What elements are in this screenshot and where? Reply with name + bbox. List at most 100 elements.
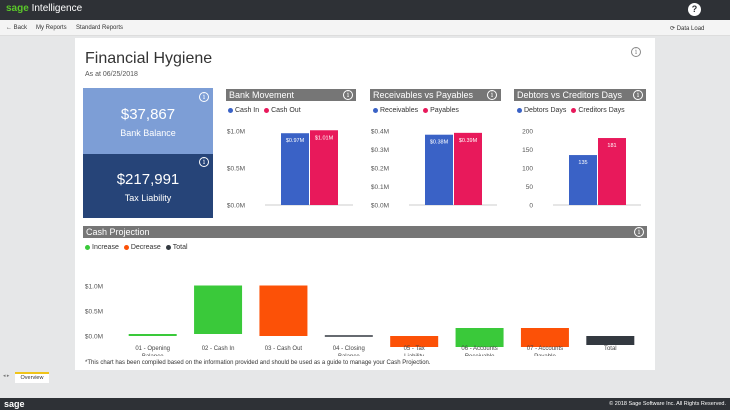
back-label: Back	[13, 25, 28, 31]
recv-tick-label: $0.0M	[371, 203, 389, 210]
debtors-chart: 0 50 100 150 200 135 181	[522, 129, 641, 210]
cash-bar	[324, 335, 373, 337]
bank-bar	[310, 130, 338, 205]
cash-projection-header: Cash Projection i	[83, 226, 647, 238]
days-tick-label: 0	[529, 203, 533, 210]
cash-bar	[128, 334, 177, 336]
legend-increase: Increase	[92, 244, 119, 251]
legend-dot-blue	[228, 107, 233, 113]
legend-debtors-days: Debtors Days	[524, 107, 567, 114]
days-tick-label: 100	[522, 166, 533, 173]
cash-bar	[390, 336, 439, 347]
tab-overview[interactable]: Overview	[15, 372, 49, 383]
recv-tick-label: $0.3M	[371, 147, 389, 154]
standard-reports-link[interactable]: Standard Reports	[76, 25, 124, 31]
footer-logo: sage	[4, 399, 25, 409]
bank-balance-label: Bank Balance	[120, 128, 176, 138]
bank-balance-tile: i $37,867 Bank Balance	[83, 88, 213, 154]
cash-projection-legend: Increase Decrease Total	[85, 244, 188, 251]
recv-tick-label: $0.1M	[371, 184, 389, 191]
report-info-icon[interactable]: i	[631, 47, 641, 57]
bank-tick-label: $0.0M	[227, 203, 245, 210]
cash-category-label: Total	[604, 346, 617, 352]
data-load-button[interactable]: ⟳ Data Load	[670, 25, 704, 32]
copyright: © 2018 Sage Software Inc. All Rights Res…	[609, 401, 726, 407]
legend-decrease: Decrease	[130, 244, 161, 251]
receivables-legend: Receivables Payables	[373, 107, 459, 114]
help-icon[interactable]: ?	[688, 3, 701, 16]
logo-brand: sage	[6, 3, 29, 14]
tab-scroll-icon[interactable]: ◂ ▸	[3, 373, 10, 379]
bank-tick-label: $0.5M	[227, 166, 245, 173]
legend-dot-green	[85, 244, 90, 250]
legend-payables: Payables	[430, 107, 459, 114]
my-reports-link[interactable]: My Reports	[36, 25, 67, 31]
days-tick-label: 50	[526, 184, 534, 191]
debtors-header: Debtors vs Creditors Days i	[514, 89, 646, 101]
legend-dot-blue	[517, 107, 522, 113]
bank-data-label: $0.97M	[286, 138, 305, 144]
cash-bar	[586, 336, 635, 345]
debtors-info-icon[interactable]: i	[633, 90, 643, 100]
data-load-label: Data Load	[676, 26, 705, 32]
back-button[interactable]: ← Back	[6, 25, 27, 31]
nav-bar: ← Back My Reports Standard Reports ⟳ Dat…	[0, 20, 730, 36]
receivables-info-icon[interactable]: i	[487, 90, 497, 100]
tax-liability-value: $217,991	[116, 171, 180, 188]
legend-dot-pink	[571, 107, 577, 113]
recv-bar	[425, 134, 453, 205]
legend-creditors-days: Creditors Days	[578, 107, 625, 114]
footer: sage © 2018 Sage Software Inc. All Right…	[0, 398, 730, 410]
top-bar: sage Intelligence ?	[0, 0, 730, 20]
cash-category-label: 01 - OpeningBalance	[135, 346, 170, 356]
debtors-legend: Debtors Days Creditors Days	[517, 107, 625, 114]
legend-dot-dark	[165, 244, 171, 250]
footnote: *This chart has been compiled based on t…	[85, 360, 431, 366]
cash-tick-label: $0.0M	[85, 334, 103, 341]
days-tick-label: 200	[522, 129, 533, 136]
cash-category-label: 04 - ClosingBalance	[333, 346, 365, 356]
bank-movement-chart: $0.0M $0.5M $1.0M $0.97M $1.01M	[227, 129, 353, 210]
cash-bar	[194, 285, 243, 334]
legend-dot-pink	[264, 107, 270, 113]
tab-bar	[0, 370, 730, 384]
cash-category-label: 03 - Cash Out	[265, 346, 303, 352]
logo-product: Intelligence	[31, 3, 83, 14]
recv-tick-label: $0.2M	[371, 166, 389, 173]
legend-cash-out: Cash Out	[271, 107, 301, 114]
bank-tick-label: $1.0M	[227, 129, 245, 136]
bank-bar	[281, 133, 309, 205]
tax-liability-info-icon[interactable]: i	[199, 157, 209, 167]
recv-bar	[454, 132, 482, 205]
cash-bar	[259, 285, 308, 336]
days-bar	[598, 138, 626, 205]
cash-tick-label: $1.0M	[85, 284, 103, 291]
refresh-icon: ⟳	[670, 26, 676, 32]
cash-category-label: 06 - AccountsReceivable	[461, 346, 497, 356]
report-panel: Financial Hygiene As at 06/25/2018 i i $…	[75, 38, 655, 372]
bank-balance-value: $37,867	[120, 106, 176, 123]
recv-data-label: $0.38M	[430, 140, 449, 146]
tax-liability-label: Tax Liability	[124, 193, 172, 203]
cash-projection-info-icon[interactable]: i	[634, 227, 644, 237]
bank-movement-info-icon[interactable]: i	[343, 90, 353, 100]
legend-receivables: Receivables	[380, 107, 419, 114]
cash-category-label: 07 - AccountsPayable	[527, 346, 563, 356]
bank-balance-info-icon[interactable]: i	[199, 92, 209, 102]
legend-dot-blue	[373, 107, 378, 113]
cash-projection-title: Cash Projection	[86, 227, 150, 237]
bank-movement-legend: Cash In Cash Out	[228, 107, 301, 114]
cash-tick-label: $0.5M	[85, 309, 103, 316]
cash-projection-chart: $0.0M $0.5M $1.0M 01 - OpeningBalance 02 - C…	[85, 284, 635, 356]
page-title: Financial Hygiene	[85, 50, 213, 67]
app-logo: sage Intelligence	[6, 3, 82, 14]
legend-total: Total	[172, 244, 188, 251]
debtors-title: Debtors vs Creditors Days	[517, 90, 623, 100]
legend-dot-pink	[423, 107, 429, 113]
receivables-chart: $0.0M $0.1M $0.2M $0.3M $0.4M $0.38M $0.39M	[371, 129, 497, 210]
legend-dot-orange	[123, 244, 129, 250]
days-data-label: 181	[607, 143, 616, 149]
recv-tick-label: $0.4M	[371, 129, 389, 136]
bank-data-label: $1.01M	[315, 135, 334, 141]
